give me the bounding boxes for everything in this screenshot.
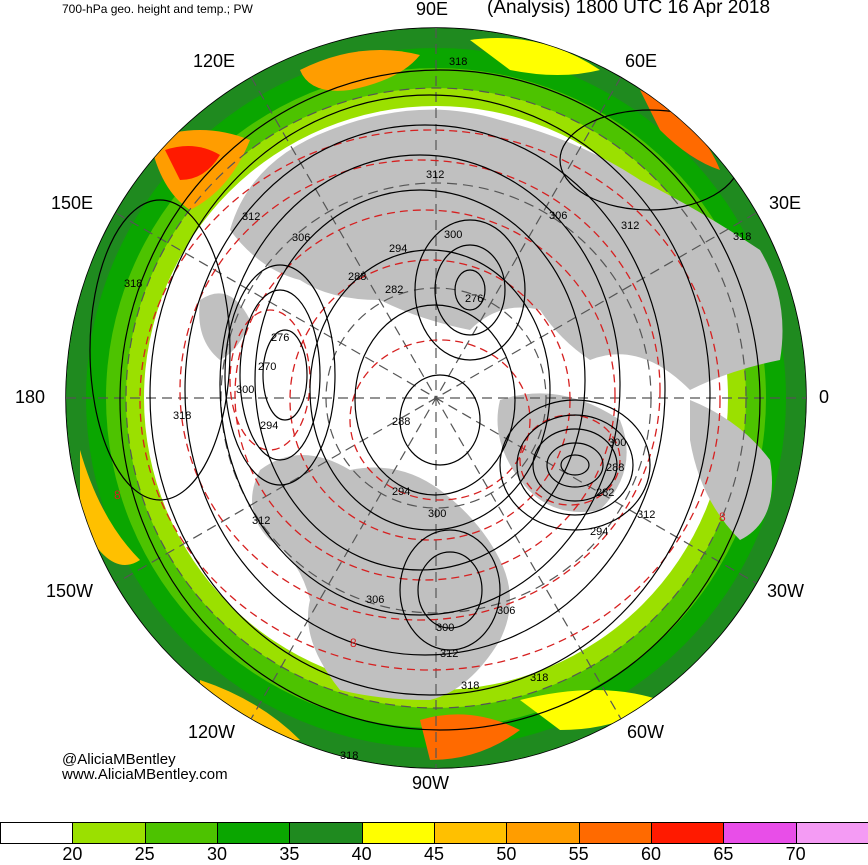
graticule [66,28,806,768]
height-label: 312 [637,509,655,521]
height-label: 282 [596,487,614,499]
height-label: 300 [236,384,254,396]
lon-label-120w: 120W [188,722,236,742]
height-label: 318 [124,278,142,290]
colorbar-tick-label: 30 [206,844,228,864]
temperature-contour-label-group: 8 8 8 [114,488,726,650]
height-label: 318 [449,56,467,68]
height-label: 288 [348,271,366,283]
height-label: 300 [436,622,454,634]
height-label: 306 [292,232,310,244]
height-label: 306 [549,210,567,222]
height-contour-label-group: 318 312 306 312 318 312 306 294 300 288 … [124,56,751,762]
height-label: 276 [271,332,289,344]
colorbar-tick-label: 20 [62,844,83,864]
height-label: 312 [252,515,270,527]
height-label: 300 [444,229,462,241]
colorbar-tick-label: 55 [568,844,589,864]
height-label: 300 [608,437,626,449]
height-label: 306 [366,594,384,606]
lon-label-60w: 60W [627,722,665,742]
colorbar-tick-label: 50 [496,844,517,864]
land-alaska [199,293,250,360]
height-label: 300 [428,508,446,520]
lon-label-60e: 60E [625,51,658,71]
height-label: 312 [242,211,260,223]
lon-label-180: 180 [15,387,46,407]
colorbar-swatch [506,822,580,844]
colorbar-tick-label: 25 [134,844,155,864]
height-label: 318 [530,672,548,684]
temperature-label: 8 [719,510,726,524]
colorbar-tick-label: 45 [423,844,445,864]
land-north-america [252,455,510,700]
land-eurasia [230,109,783,390]
colorbar-swatch [434,822,508,844]
lon-label-0: 0 [819,387,830,407]
height-label: 294 [389,243,407,255]
pw-patch-yellow-n [470,38,600,75]
height-label: 306 [497,605,515,617]
colorbar-swatch [651,822,725,844]
height-label: 282 [385,284,403,296]
height-label: 312 [426,169,444,181]
pw-patch-red-nw [165,146,220,180]
pw-patch-orange-n [300,50,420,91]
map-title-right: (Analysis) 1800 UTC 16 Apr 2018 [487,0,771,18]
height-label: 270 [258,361,276,373]
height-label: 288 [606,462,624,474]
height-label: 312 [440,648,458,660]
land-europe [690,400,772,540]
height-label: 318 [340,750,358,762]
height-label: 294 [392,486,410,498]
credit-handle: @AliciaMBentley [62,751,176,768]
colorbar-swatch [144,822,218,844]
map-title-left: 700-hPa geo. height and temp.; PW [62,2,253,16]
colorbar-swatch [578,822,652,844]
lon-label-30w: 30W [767,581,805,601]
colorbar-tick-label: 70 [785,844,806,864]
temperature-label: 8 [114,488,121,502]
lon-label-150w: 150W [46,581,94,601]
colorbar-tick-label: 60 [640,844,662,864]
colorbar-swatch [0,822,74,844]
height-label: 294 [590,526,608,538]
height-label: 318 [733,231,751,243]
pw-patch-orange-s [420,714,520,760]
height-label: 312 [621,220,639,232]
lon-label-30e: 30E [769,193,802,213]
pw-patch-yellow-w [80,450,140,565]
temperature-label: 8 [350,636,357,650]
height-label: 294 [260,420,278,432]
lon-label-90e: 90E [416,0,449,19]
height-label: 288 [392,416,410,428]
lon-label-120e: 120E [193,51,236,71]
polar-map: 318 312 306 312 318 312 306 294 300 288 … [65,27,807,769]
height-contours [89,69,761,731]
pw-colorbar: 20 25 30 35 40 45 50 55 60 65 70 [0,822,868,865]
height-label: 276 [465,293,483,305]
colorbar-swatch [795,822,868,844]
colorbar-tick-label: 65 [713,844,734,864]
colorbar-swatch [361,822,435,844]
colorbar-tick-label: 40 [351,844,372,864]
colorbar-tick-label: 35 [279,844,300,864]
colorbar-swatch [217,822,291,844]
lon-label-90w: 90W [412,773,450,793]
height-label: 318 [173,410,191,422]
lon-label-150e: 150E [51,193,94,213]
colorbar-swatch [289,822,363,844]
colorbar-swatch [72,822,146,844]
pw-patch-yellow-s [520,690,660,730]
credit-website: www.AliciaMBentley.com [62,766,228,783]
colorbar-swatch [723,822,797,844]
height-label: 318 [461,680,479,692]
